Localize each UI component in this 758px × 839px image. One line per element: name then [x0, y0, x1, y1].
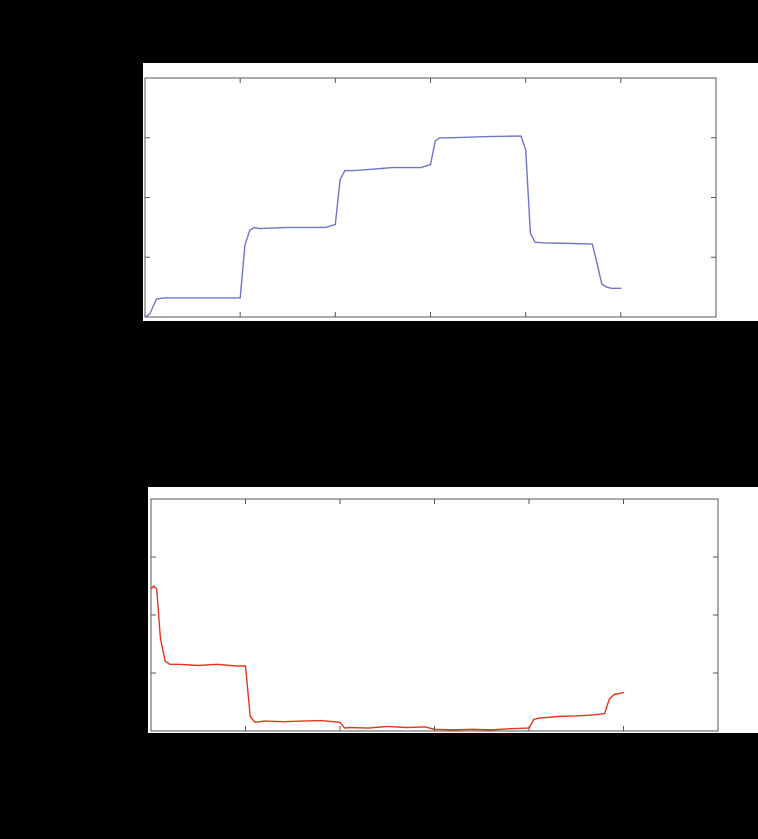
- bottom-line-chart: [150, 498, 719, 732]
- series-line: [144, 135, 622, 318]
- top-chart-panel: [143, 63, 758, 321]
- axes-box: [144, 77, 717, 318]
- bottom-chart-panel: [148, 487, 758, 733]
- top-line-chart: [144, 77, 717, 318]
- axes-box: [150, 498, 719, 732]
- series-line: [150, 585, 625, 731]
